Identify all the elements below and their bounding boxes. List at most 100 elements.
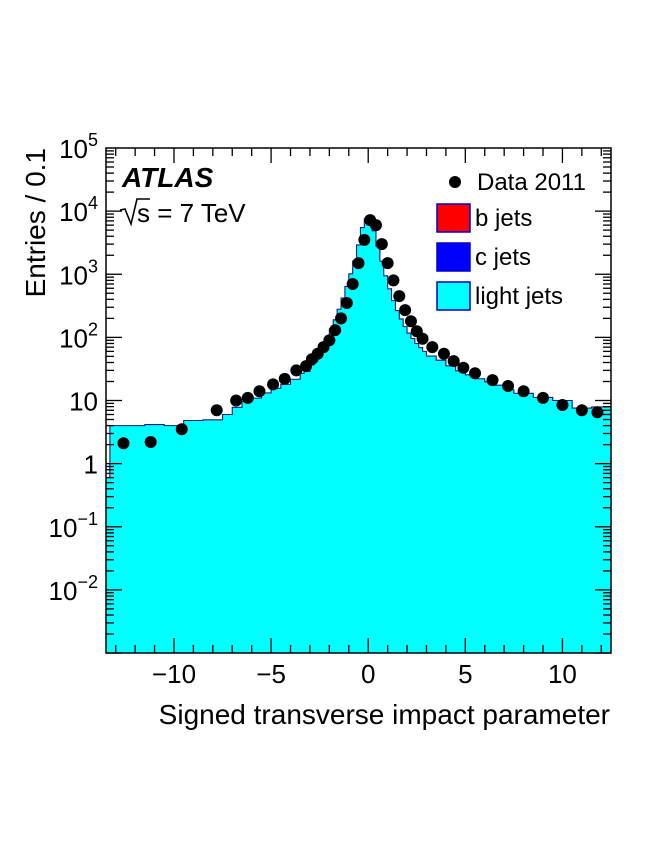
data-point-27 [399, 304, 412, 317]
energy-text: s = 7 TeV [137, 198, 246, 228]
data-point-17 [340, 297, 353, 310]
plot-area [106, 214, 612, 654]
x-tick-label: 0 [361, 659, 375, 689]
bar-light-jets-32 [372, 230, 377, 653]
bar-light-jets-26 [348, 273, 354, 653]
bar-light-jets-29 [360, 227, 365, 654]
data-point-24 [381, 257, 394, 270]
bar-light-jets-40 [403, 326, 408, 653]
bar-light-jets-47 [436, 360, 447, 653]
bar-light-jets-34 [379, 261, 385, 653]
data-point-18 [346, 278, 359, 291]
bar-light-jets-11 [271, 388, 282, 653]
legend-marker-data [449, 176, 461, 188]
bar-light-jets-42 [410, 338, 416, 653]
y-tick-label: 10 [69, 387, 98, 417]
legend-label-light-jets: light jets [475, 283, 563, 310]
data-point-40 [556, 398, 569, 411]
bar-light-jets-27 [352, 261, 357, 653]
bar-light-jets-24 [341, 298, 346, 653]
x-tick-label: −5 [256, 659, 286, 689]
data-point-38 [517, 385, 530, 398]
legend-label-data: Data 2011 [477, 169, 586, 196]
bar-light-jets-55 [513, 393, 534, 653]
bar-light-jets-36 [387, 288, 392, 653]
bar-light-jets-50 [465, 374, 476, 653]
bar-light-jets-12 [280, 384, 291, 653]
sqrt-symbol [119, 198, 150, 227]
energy-label: s = 7 TeV [119, 198, 246, 228]
data-point-1 [144, 436, 157, 449]
data-point-4 [230, 394, 243, 407]
bar-light-jets-59 [591, 406, 612, 653]
bar-light-jets-46 [426, 356, 437, 653]
data-point-6 [253, 385, 266, 398]
data-point-31 [426, 341, 439, 354]
bar-light-jets-39 [399, 318, 404, 653]
data-point-23 [375, 238, 388, 251]
bar-light-jets-44 [418, 347, 423, 653]
data-point-5 [241, 391, 254, 404]
data-point-7 [267, 378, 280, 391]
atlas-label: ATLAS [121, 162, 214, 193]
bar-light-jets-23 [337, 309, 342, 653]
legend-box-light-jets [436, 281, 471, 311]
y-tick-label: 1 [84, 450, 98, 480]
bar-light-jets-19 [321, 346, 326, 653]
bar-light-jets-33 [375, 246, 381, 653]
data-point-37 [502, 379, 515, 392]
data-point-9 [290, 364, 303, 377]
y-tick-label: 103 [59, 256, 98, 290]
bar-light-jets-14 [300, 373, 305, 653]
data-point-34 [457, 361, 470, 374]
x-tick-label: 10 [548, 659, 577, 689]
data-point-16 [335, 312, 348, 325]
bar-light-jets-4 [183, 420, 204, 653]
bar-light-jets-57 [552, 400, 573, 653]
data-point-35 [469, 367, 482, 380]
bar-light-jets-49 [455, 370, 466, 653]
data-point-25 [387, 274, 400, 287]
bar-light-jets-28 [356, 244, 361, 654]
legend-box-c-jets [436, 242, 471, 272]
x-tick-label: 5 [458, 659, 472, 689]
bar-light-jets-18 [317, 354, 322, 653]
data-point-14 [323, 334, 336, 347]
bar-light-jets-35 [383, 275, 389, 653]
bar-light-jets-38 [395, 310, 400, 653]
data-point-20 [358, 233, 371, 246]
y-tick-label: 104 [59, 193, 98, 227]
data-point-39 [537, 391, 550, 404]
data-point-28 [404, 315, 417, 328]
bar-light-jets-52 [484, 381, 495, 653]
bar-light-jets-53 [494, 385, 505, 653]
legend-box-b-jets [436, 203, 471, 233]
data-point-8 [278, 372, 291, 385]
data-points [117, 214, 604, 450]
y-tick-label: 105 [59, 130, 98, 164]
light-jets-stack [106, 218, 612, 654]
bar-light-jets-37 [391, 300, 396, 653]
y-tick-label: 10−2 [49, 572, 98, 606]
legend-label-b-jets: b jets [475, 205, 532, 232]
data-point-0 [117, 437, 130, 450]
x-tick-label: −10 [152, 659, 196, 689]
data-point-30 [416, 332, 429, 345]
bar-light-jets-56 [533, 397, 554, 653]
y-tick-label: 102 [59, 319, 98, 353]
data-point-32 [437, 347, 450, 360]
bar-light-jets-15 [304, 371, 311, 653]
legend-label-c-jets: c jets [475, 244, 531, 271]
data-point-15 [329, 324, 342, 337]
bar-light-jets-51 [475, 378, 486, 653]
y-tick-label: 10−1 [49, 509, 98, 543]
bar-light-jets-30 [364, 218, 369, 653]
bar-light-jets-3 [164, 425, 185, 653]
bar-light-jets-41 [407, 333, 412, 653]
bar-light-jets-43 [414, 343, 420, 653]
bar-light-jets-22 [333, 319, 338, 653]
bar-light-jets-9 [251, 398, 262, 653]
data-point-26 [393, 290, 406, 303]
bar-light-jets-17 [313, 361, 319, 653]
